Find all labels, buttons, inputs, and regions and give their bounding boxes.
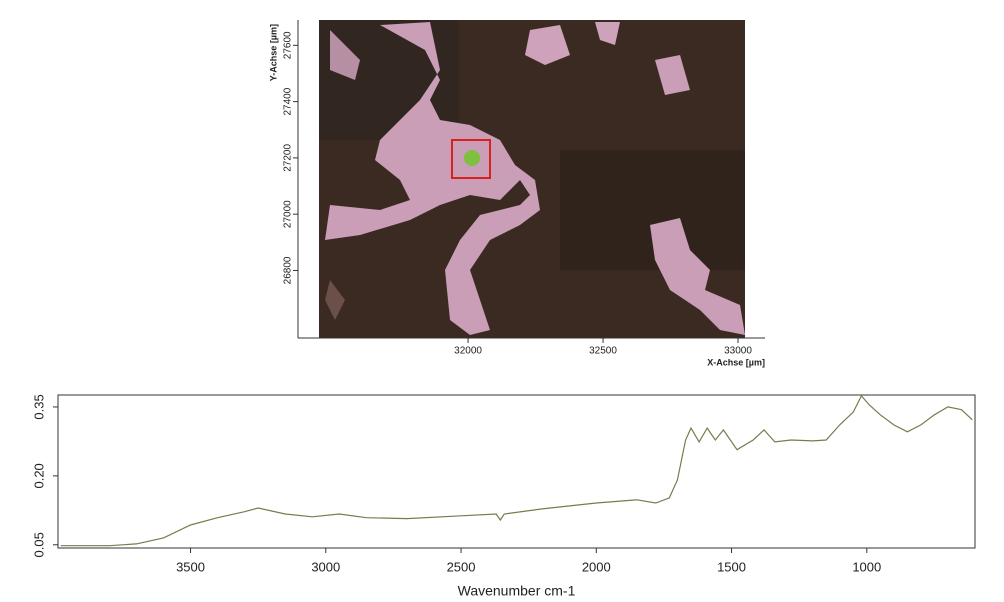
x-tick-label: 1000 bbox=[852, 559, 881, 574]
x-axis-label: Wavenumber cm-1 bbox=[458, 583, 576, 599]
x-tick-label: 33000 bbox=[724, 346, 752, 357]
y-tick-label: 0.35 bbox=[31, 394, 46, 419]
x-tick-label: 2000 bbox=[582, 559, 611, 574]
plot-frame bbox=[57, 394, 976, 549]
x-tick-label: 2500 bbox=[447, 559, 476, 574]
y-tick-label: 27200 bbox=[283, 144, 294, 172]
x-axis-label: X-Achse [µm] bbox=[707, 357, 765, 367]
x-tick-label: 32500 bbox=[589, 346, 617, 357]
x-tick-label: 3000 bbox=[311, 559, 340, 574]
spectrum-line bbox=[60, 394, 973, 547]
x-tick-label: 3500 bbox=[176, 559, 205, 574]
y-axis-label: Y-Achse [µm] bbox=[268, 24, 278, 81]
y-tick-label: 0.20 bbox=[31, 463, 46, 488]
y-tick-label: 26800 bbox=[283, 256, 294, 284]
x-tick-label: 32000 bbox=[454, 346, 482, 357]
y-tick-label: 27400 bbox=[283, 87, 294, 115]
y-tick-label: 27000 bbox=[283, 200, 294, 228]
y-tick-label: 27600 bbox=[283, 31, 294, 59]
y-tick-label: 0.05 bbox=[31, 532, 46, 557]
micrograph bbox=[319, 20, 745, 338]
x-tick-label: 1500 bbox=[717, 559, 746, 574]
